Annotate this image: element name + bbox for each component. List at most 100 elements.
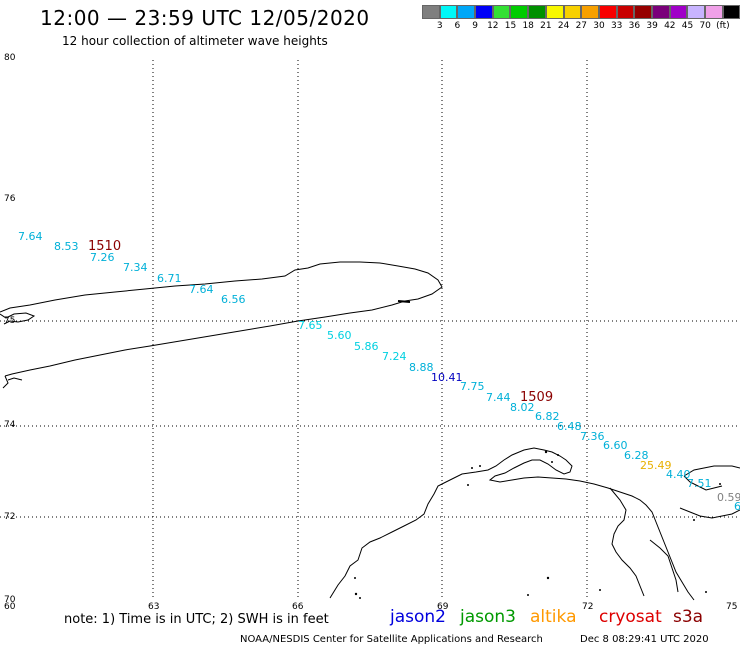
colorbar-label: 6 <box>454 21 461 31</box>
coastline <box>0 261 740 601</box>
track-label: 7.34 <box>123 261 148 274</box>
colorbar-label: 36 <box>628 21 641 31</box>
x-axis-labels: 60 63 66 69 72 75 <box>4 602 737 612</box>
track-label: 7.44 <box>486 391 511 404</box>
colorbar-swatch <box>510 5 529 19</box>
legend-s3a: s3a <box>673 607 704 627</box>
inner-coast <box>649 539 679 593</box>
y-label: 80 <box>4 53 16 63</box>
track-label: 0.59 <box>717 491 740 504</box>
y-label: 72 <box>4 512 15 522</box>
colorbar-swatch <box>545 5 564 19</box>
track-label: 1510 <box>88 239 121 254</box>
x-label: 75 <box>726 602 737 612</box>
colorbar-swatch <box>651 5 670 19</box>
y-label: 76 <box>4 194 16 204</box>
track-label: 7.64 <box>189 283 214 296</box>
colorbar-swatch <box>687 5 705 19</box>
map-subtitle: 12 hour collection of altimeter wave hei… <box>62 34 328 48</box>
map-title: 12:00 — 23:59 UTC 12/05/2020 <box>40 6 370 30</box>
track-label: 7.26 <box>90 251 115 264</box>
south-island-tip <box>0 312 36 325</box>
colorbar-label: 9 <box>472 21 478 31</box>
track-label: 10.41 <box>431 371 463 384</box>
legend-jason2: jason2 <box>390 607 446 627</box>
colorbar-label: 42 <box>664 21 676 31</box>
colorbar-swatch <box>598 5 617 19</box>
colorbar-swatch <box>422 5 440 19</box>
colorbar-swatch <box>528 5 546 19</box>
track-label: 6.48 <box>557 420 582 433</box>
x-label: 60 <box>4 602 16 612</box>
colorbar-labels: 3 6 9 12 15 18 21 24 27 30 33 36 39 42 45 70 (ft) <box>422 21 740 33</box>
track-label: 8.53 <box>54 240 79 253</box>
x-label: 66 <box>292 602 304 612</box>
track-label: 8.02 <box>510 401 535 414</box>
colorbar-label: 70 <box>699 21 711 31</box>
track-label: 4.40 <box>666 468 691 481</box>
track-label: 6.28 <box>624 449 649 462</box>
y-label: 74 <box>4 420 16 430</box>
legend-altika: altika <box>530 607 577 627</box>
track-label: 6.56 <box>221 293 246 306</box>
track-label: 7.36 <box>580 430 605 443</box>
colorbar-label: 39 <box>646 21 658 31</box>
y-axis-labels: 80 76 75 74 72 70 <box>4 53 16 605</box>
colorbar-label: 12 <box>487 21 499 31</box>
colorbar-label: 24 <box>557 21 570 31</box>
colorbar-label: 45 <box>681 21 694 31</box>
colorbar-swatch <box>581 5 599 19</box>
wave-height-colorbar <box>422 5 740 19</box>
north-island-coast-west <box>2 375 23 389</box>
colorbar-label: 3 <box>436 21 443 31</box>
gulf-coast <box>609 487 645 597</box>
track-label: 5.60 <box>327 329 352 342</box>
colorbar-label: 15 <box>504 21 517 31</box>
track-label: 6.82 <box>535 410 560 423</box>
track-label: 8.88 <box>409 361 434 374</box>
colorbar-label: (ft) <box>716 21 730 31</box>
mainland-coast <box>329 447 695 601</box>
colorbar-label: 33 <box>610 21 623 31</box>
track-label: 7.24 <box>382 350 407 363</box>
colorbar-label: 21 <box>540 21 552 31</box>
track-label: 6.71 <box>157 272 182 285</box>
credit-text: NOAA/NESDIS Center for Satellite Applica… <box>240 634 543 645</box>
graticule <box>0 60 740 600</box>
track-label: 5.86 <box>354 340 379 353</box>
track-labels: 7.64 8.53 1510 7.26 7.34 6.71 7.64 6.56 … <box>18 230 740 513</box>
x-label: 72 <box>582 602 593 612</box>
colorbar-swatch <box>669 5 688 19</box>
track-label: 1509 <box>520 390 553 405</box>
islands <box>354 450 721 599</box>
track-label: 6 <box>734 500 740 513</box>
x-label: 69 <box>437 602 449 612</box>
track-label: 25.49 <box>640 459 672 472</box>
legend-jason3: jason3 <box>460 607 516 627</box>
colorbar-swatch <box>475 5 493 19</box>
y-label: 75 <box>4 316 15 326</box>
track-label: 7.75 <box>460 380 485 393</box>
track-label: 7.51 <box>687 477 712 490</box>
x-label: 63 <box>148 602 159 612</box>
colorbar-swatch <box>563 5 582 19</box>
track-label: 7.64 <box>18 230 43 243</box>
colorbar-label: 18 <box>522 21 534 31</box>
eastern-coast <box>679 465 740 519</box>
timestamp-text: Dec 8 08:29:41 UTC 2020 <box>580 634 709 645</box>
legend-cryosat: cryosat <box>599 607 662 627</box>
colorbar-swatch <box>705 5 723 19</box>
colorbar-label: 27 <box>575 21 588 31</box>
colorbar-swatch <box>457 5 476 19</box>
y-label: 70 <box>4 595 16 605</box>
colorbar-swatch <box>492 5 511 19</box>
track-label: 6.60 <box>603 439 628 452</box>
note-text: note: 1) Time is in UTC; 2) SWH is in fe… <box>64 612 329 627</box>
colorbar-label: 30 <box>593 21 605 31</box>
north-island-coast <box>0 261 443 377</box>
colorbar-swatch <box>616 5 635 19</box>
track-label: 7.65 <box>298 319 323 332</box>
colorbar-swatch <box>634 5 652 19</box>
colorbar-swatch <box>439 5 458 19</box>
